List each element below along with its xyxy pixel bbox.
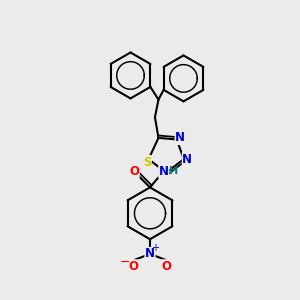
Text: N: N — [182, 153, 192, 166]
Text: −: − — [120, 256, 130, 269]
Text: +: + — [151, 243, 159, 253]
Text: N: N — [175, 131, 185, 145]
Text: O: O — [129, 165, 139, 178]
Text: H: H — [169, 166, 178, 176]
Text: O: O — [128, 260, 138, 273]
Text: S: S — [143, 156, 151, 169]
Text: O: O — [162, 260, 172, 273]
Text: N: N — [159, 165, 169, 178]
Text: N: N — [145, 248, 155, 260]
